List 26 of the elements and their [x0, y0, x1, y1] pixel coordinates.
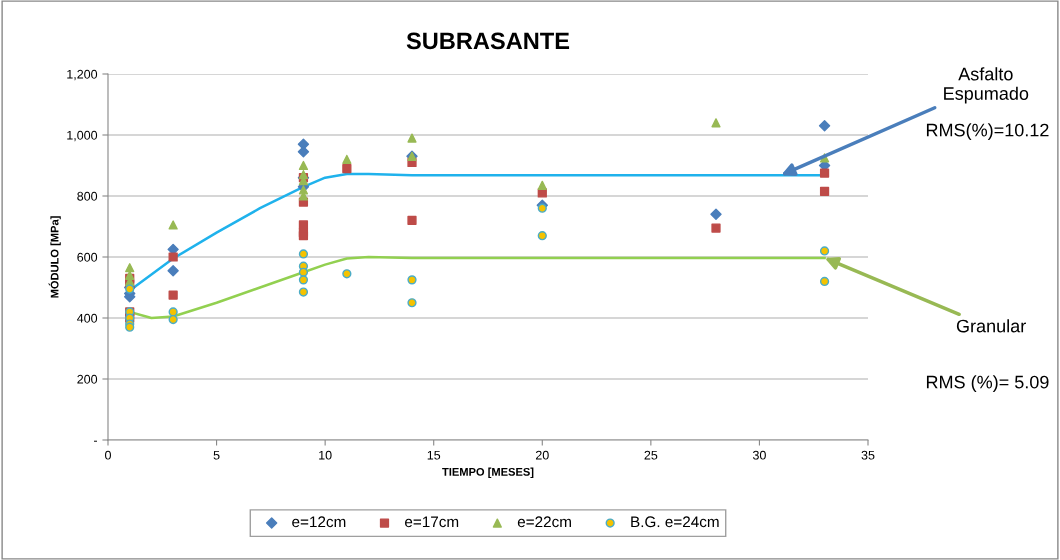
legend-label: B.G. e=24cm — [631, 516, 719, 528]
x-tick-label: 15 — [427, 450, 441, 460]
text: RMS(%)=10.12 — [926, 123, 1049, 141]
legend-label: e=12cm — [292, 516, 346, 528]
x-tick-label: 5 — [213, 450, 220, 460]
x-tick-label: 30 — [752, 450, 766, 460]
text: RMS (%)= 5.09 — [926, 375, 1049, 393]
annotation: Granular — [956, 319, 1026, 333]
x-tick-label: 20 — [535, 450, 549, 460]
x-tick-label: 25 — [644, 450, 658, 460]
x-tick-label: 0 — [105, 450, 111, 460]
y-tick-label: 600 — [77, 252, 98, 262]
legend-label: e=17cm — [405, 516, 459, 528]
y-axis-title: MÓDULO [MPa] — [48, 216, 61, 298]
x-tick-label: 35 — [861, 450, 875, 460]
y-tick-label: - — [93, 440, 98, 442]
x-axis-title: TIEMPO [MESES] — [442, 467, 534, 478]
y-tick-label: 800 — [77, 191, 98, 201]
y-tick-label: 200 — [77, 374, 98, 384]
annotation: Asfalto Espumado — [944, 67, 1029, 104]
y-tick-label: 1,200 — [67, 69, 98, 81]
legend-label: e=22cm — [517, 516, 571, 528]
chart-title: SUBRASANTE — [406, 32, 570, 50]
y-tick-label: 1,000 — [67, 130, 98, 142]
y-tick-label: 400 — [77, 313, 98, 323]
x-tick-label: 10 — [319, 450, 332, 460]
